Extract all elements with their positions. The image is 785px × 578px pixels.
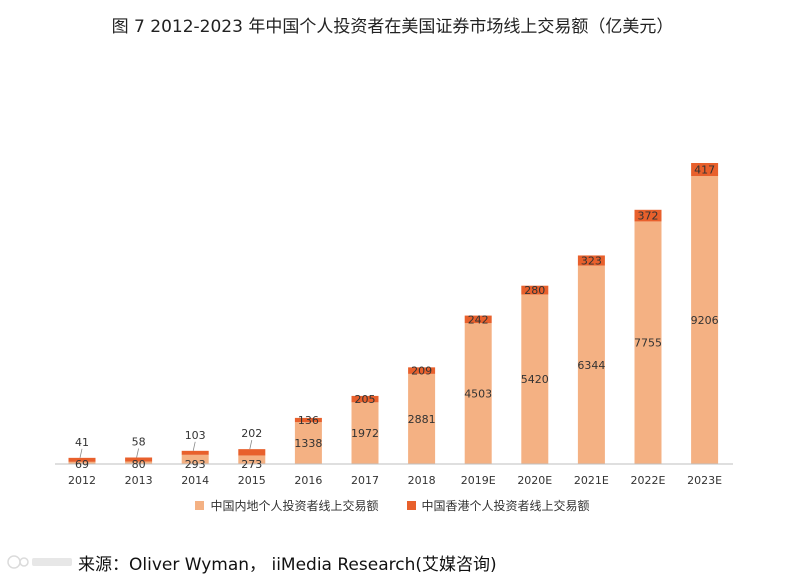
- bar-hongkong-2023E: [691, 163, 719, 177]
- value-label-hongkong: 58: [132, 435, 146, 448]
- bar-hongkong-2014: [181, 450, 209, 455]
- legend-swatch-mainland: [195, 501, 205, 510]
- bar-mainland-2012: [68, 461, 96, 464]
- bar-mainland-2014: [181, 454, 209, 464]
- bar-hongkong-2015: [238, 449, 266, 456]
- x-tick-label: 2014: [181, 474, 209, 487]
- bar-mainland-2020E: [521, 294, 549, 464]
- x-tick-label: 2013: [125, 474, 153, 487]
- bar-hongkong-2020E: [521, 285, 549, 295]
- bar-hongkong-2018: [408, 367, 436, 374]
- x-tick-label: 2022E: [631, 474, 666, 487]
- value-label-mainland: 9206: [691, 314, 719, 327]
- value-label-hongkong: 209: [411, 365, 432, 378]
- x-tick-label: 2012: [68, 474, 96, 487]
- value-label-mainland: 5420: [521, 373, 549, 386]
- leader-line: [136, 448, 139, 458]
- value-label-mainland: 1338: [294, 437, 322, 450]
- bar-hongkong-2021E: [577, 255, 605, 266]
- source-note: 来源：Oliver Wyman， iiMedia Research(艾媒咨询): [78, 555, 497, 575]
- bar-hongkong-2022E: [634, 209, 662, 222]
- leader-line: [79, 448, 83, 458]
- bar-hongkong-2013: [125, 457, 153, 462]
- chart-title: 图 7 2012-2023 年中国个人投资者在美国证券市场线上交易额（亿美元）: [111, 17, 674, 37]
- legend-swatch-hongkong: [406, 501, 416, 510]
- value-label-mainland: 1972: [351, 427, 379, 440]
- leader-line: [249, 440, 253, 450]
- legend-label-hongkong: 中国香港个人投资者线上交易额: [421, 499, 590, 513]
- bar-mainland-2019E: [464, 323, 492, 464]
- value-label-mainland: 4503: [464, 388, 492, 401]
- legend-item-hongkong: 中国香港个人投资者线上交易额: [406, 497, 590, 514]
- x-tick-label: 2023E: [687, 474, 722, 487]
- value-label-mainland: 80: [132, 458, 146, 471]
- x-tick-label: 2017: [351, 474, 379, 487]
- value-label-mainland: 7755: [634, 337, 662, 350]
- legend-item-mainland: 中国内地个人投资者线上交易额: [195, 497, 379, 514]
- bars-layer: [68, 163, 719, 464]
- value-label-hongkong: 136: [298, 414, 319, 427]
- value-label-hongkong: 202: [241, 427, 262, 440]
- value-label-hongkong: 41: [75, 436, 89, 449]
- value-label-hongkong: 205: [355, 393, 376, 406]
- value-label-mainland: 293: [185, 458, 206, 471]
- value-label-hongkong: 372: [638, 210, 659, 223]
- bar-hongkong-2019E: [464, 315, 492, 324]
- bar-mainland-2013: [125, 461, 153, 464]
- bar-hongkong-2012: [68, 457, 96, 462]
- value-label-hongkong: 323: [581, 255, 602, 268]
- labels-layer: 2012 69 41 2013 80 58 2014 293 103 2015 273 202 2016…: [68, 164, 722, 487]
- leader-line: [192, 441, 196, 451]
- x-tick-label: 2020E: [517, 474, 552, 487]
- value-label-hongkong: 242: [468, 313, 489, 326]
- bar-mainland-2021E: [577, 265, 605, 464]
- value-label-mainland: 69: [75, 458, 89, 471]
- bar-mainland-2015: [238, 455, 266, 464]
- x-tick-label: 2015: [238, 474, 266, 487]
- bar-mainland-2017: [351, 402, 379, 464]
- x-tick-label: 2016: [294, 474, 322, 487]
- bar-hongkong-2017: [351, 395, 379, 403]
- watermark-logo: [7, 555, 72, 569]
- bar-mainland-2023E: [691, 176, 719, 464]
- value-label-mainland: 273: [241, 458, 262, 471]
- value-label-mainland: 6344: [577, 359, 605, 372]
- x-tick-label: 2019E: [461, 474, 496, 487]
- value-label-mainland: 2881: [408, 413, 436, 426]
- bar-mainland-2016: [294, 422, 322, 464]
- bar-hongkong-2016: [294, 417, 322, 423]
- value-label-hongkong: 103: [185, 429, 206, 442]
- legend: 中国内地个人投资者线上交易额 中国香港个人投资者线上交易额: [0, 497, 785, 514]
- bar-mainland-2022E: [634, 221, 662, 464]
- legend-label-mainland: 中国内地个人投资者线上交易额: [210, 499, 379, 513]
- x-tick-label: 2018: [408, 474, 436, 487]
- bar-mainland-2018: [408, 373, 436, 464]
- x-tick-label: 2021E: [574, 474, 609, 487]
- value-label-hongkong: 417: [694, 164, 715, 177]
- value-label-hongkong: 280: [524, 284, 545, 297]
